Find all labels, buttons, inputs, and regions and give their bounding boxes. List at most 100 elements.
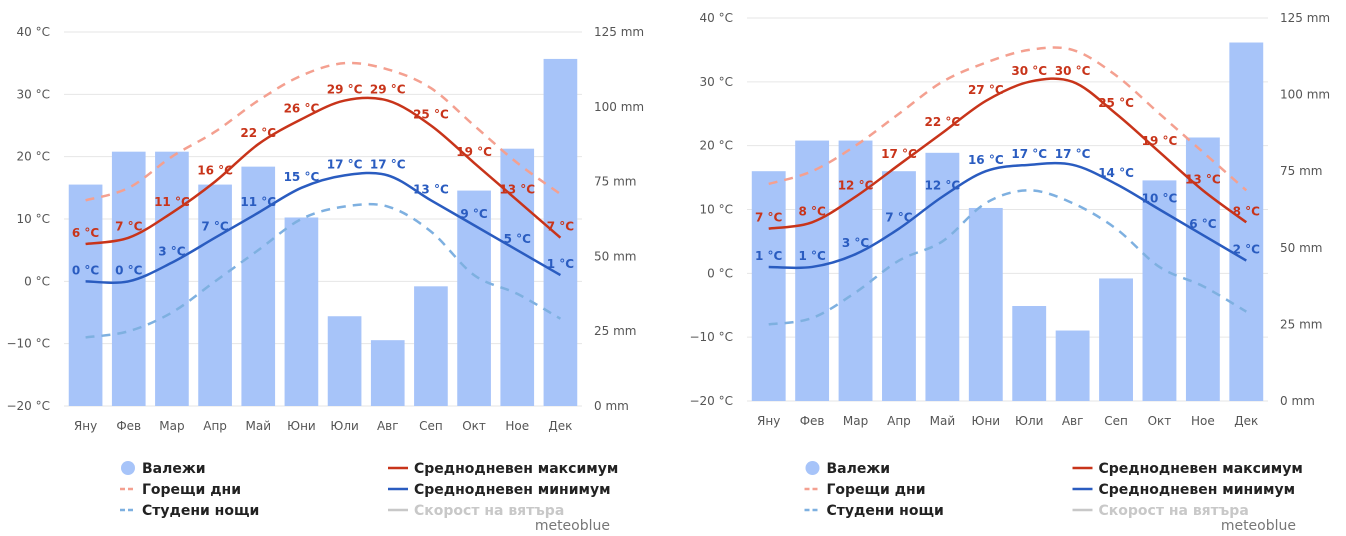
precipitation-bar [838, 140, 873, 401]
dashed-series-line [85, 61, 562, 202]
precipitation-bar [925, 152, 960, 401]
precipitation-bar [198, 184, 232, 406]
y-axis-left-tick: 10 °C [700, 203, 733, 217]
legend-wind-label: Скорост на вятъра [1099, 503, 1249, 519]
precipitation-bar [327, 316, 362, 406]
data-label: 22 °C [240, 126, 276, 140]
precipitation-bar [457, 190, 491, 406]
precipitation-bar [1142, 180, 1177, 401]
data-label: 30 °C [1055, 64, 1091, 78]
data-label: 27 °C [968, 83, 1004, 97]
precipitation-bar [1012, 306, 1047, 401]
data-label: 12 °C [838, 179, 874, 193]
x-axis-tick: Мар [843, 414, 868, 428]
data-label: 14 °C [1098, 166, 1134, 180]
precipitation-bar [543, 58, 578, 406]
dashed-series-line [768, 189, 1247, 326]
x-axis-tick: Фев [800, 414, 825, 428]
data-label: 6 °C [72, 226, 100, 240]
data-label: 3 °C [842, 236, 870, 250]
data-label: 30 °C [1011, 64, 1047, 78]
data-label: 1 °C [547, 257, 575, 271]
y-axis-right-tick: 0 mm [594, 399, 629, 413]
y-axis-left-tick: 40 °C [700, 11, 733, 25]
y-axis-right-tick: 75 mm [1280, 164, 1322, 178]
legend-precip-label: Валежи [827, 461, 891, 477]
data-label: 29 °C [327, 83, 363, 97]
data-label: 26 °C [284, 101, 320, 115]
y-axis-left-tick: 30 °C [700, 75, 733, 89]
chart-svg: 40 °C 30 °C 20 °C 10 °C 0 °C −10 °C −20 °C 125 … [689, 11, 1330, 534]
y-axis-right-tick: 25 mm [1280, 317, 1322, 331]
data-label: 6 °C [1189, 217, 1217, 231]
chart-svg: 40 °C 30 °C 20 °C 10 °C 0 °C −10 °C −20 °C 125 … [6, 25, 644, 534]
y-axis-right-tick: 0 mm [1280, 394, 1315, 408]
x-axis-tick: Май [930, 414, 956, 428]
y-axis-right-tick: 75 mm [594, 175, 636, 189]
x-axis-tick: Авг [1062, 414, 1084, 428]
data-label: 5 °C [504, 232, 532, 246]
x-axis-tick: Дек [1234, 414, 1258, 428]
data-label: 17 °C [881, 147, 917, 161]
data-label: 7 °C [201, 220, 229, 234]
precipitation-bar [68, 184, 103, 406]
data-label: 17 °C [1055, 147, 1091, 161]
data-label: 13 °C [499, 182, 535, 196]
data-label: 15 °C [284, 170, 320, 184]
y-axis-left-tick: 20 °C [17, 150, 50, 164]
legend-max-label: Среднодневен максимум [414, 461, 618, 477]
legend-hot-days-label: Горещи дни [142, 482, 241, 498]
data-label: 1 °C [798, 249, 826, 263]
legend-hot-days-label: Горещи дни [827, 482, 926, 498]
series-line [768, 161, 1247, 270]
x-axis-tick: Дек [548, 419, 572, 433]
series-line [768, 77, 1248, 230]
precipitation-bar [882, 171, 916, 401]
y-axis-left-tick: −20 °C [689, 394, 733, 408]
legend-precip-label: Валежи [142, 461, 206, 477]
y-axis-left-tick: −10 °C [689, 330, 733, 344]
data-label: 7 °C [547, 220, 575, 234]
x-axis-tick: Сеп [1104, 414, 1128, 428]
y-axis-left-tick: 20 °C [700, 139, 733, 153]
precipitation-bar [1055, 330, 1090, 401]
precipitation-bar [414, 286, 448, 406]
data-label: 7 °C [885, 211, 913, 225]
y-axis-right-tick: 25 mm [594, 324, 636, 338]
data-label: 22 °C [925, 115, 961, 129]
legend-precip-icon [805, 461, 820, 475]
y-axis-left-tick: 0 °C [24, 274, 50, 288]
data-label: 19 °C [1142, 134, 1178, 148]
dashed-series-line [85, 202, 562, 339]
x-axis-tick: Окт [1148, 414, 1172, 428]
credit-label: meteoblue [1221, 518, 1296, 534]
data-label: 0 °C [115, 263, 143, 277]
x-axis-tick: Юли [1015, 414, 1043, 428]
legend-precip-icon [121, 461, 135, 475]
data-label: 19 °C [456, 145, 492, 159]
legend-cold-nights-label: Студени нощи [142, 503, 259, 519]
legend-wind-label: Скорост на вятъра [414, 503, 564, 519]
x-axis-tick: Май [245, 419, 271, 433]
data-label: 16 °C [197, 164, 233, 178]
y-axis-left-tick: 0 °C [707, 266, 733, 280]
precipitation-bar [370, 340, 405, 406]
data-label: 2 °C [1233, 243, 1261, 257]
data-label: 11 °C [154, 195, 190, 209]
legend-cold-nights-label: Студени нощи [827, 503, 944, 519]
data-label: 0 °C [72, 263, 100, 277]
climate-chart-right: 40 °C 30 °C 20 °C 10 °C 0 °C −10 °C −20 °C 125 … [678, 0, 1338, 536]
data-label: 1 °C [755, 249, 783, 263]
y-axis-left-tick: −10 °C [6, 337, 50, 351]
data-label: 16 °C [968, 153, 1004, 167]
x-axis-tick: Ное [505, 419, 529, 433]
x-axis-tick: Яну [757, 414, 780, 428]
y-axis-right-tick: 100 mm [594, 100, 644, 114]
x-axis-tick: Юни [287, 419, 316, 433]
y-axis-right-tick: 125 mm [1280, 11, 1330, 25]
data-label: 13 °C [1185, 172, 1221, 186]
y-axis-left-tick: −20 °C [6, 399, 50, 413]
dashed-series-line [768, 46, 1248, 192]
data-label: 25 °C [1098, 96, 1134, 110]
y-axis-left-tick: 40 °C [17, 25, 50, 39]
